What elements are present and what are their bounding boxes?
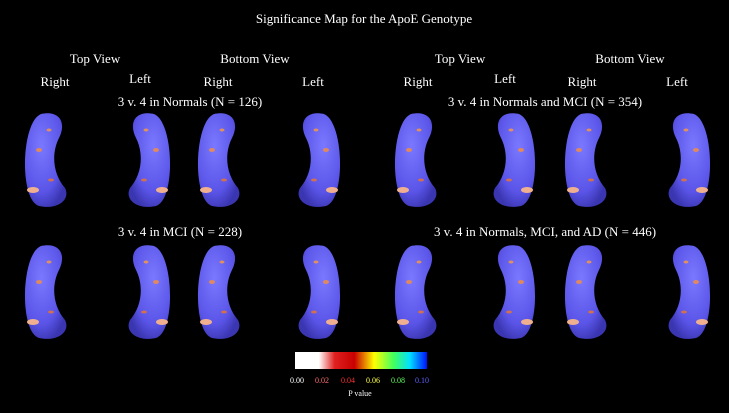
view-header: Top View <box>435 51 486 66</box>
colorbar-label: P value <box>348 389 372 398</box>
panel-title: 3 v. 4 in MCI (N = 228) <box>118 224 242 239</box>
panel-title: 3 v. 4 in Normals and MCI (N = 354) <box>448 94 642 109</box>
hippocampus <box>197 245 240 339</box>
colorbar-tick: 0.02 <box>315 376 329 385</box>
hippocampus <box>564 245 607 339</box>
colorbar-tick: 0.06 <box>366 376 380 385</box>
hippocampus <box>394 245 437 339</box>
hippocampus <box>24 245 67 339</box>
side-label: Left <box>302 74 324 89</box>
hippocampus <box>298 113 341 207</box>
colorbar-tick: 0.04 <box>341 376 355 385</box>
panel-title: 3 v. 4 in Normals (N = 126) <box>118 94 262 109</box>
side-label: Right <box>204 74 233 89</box>
hippocampus <box>394 113 437 207</box>
side-label: Right <box>568 74 597 89</box>
colorbar <box>295 352 427 369</box>
view-header: Top View <box>70 51 121 66</box>
colorbar-tick: 0.08 <box>391 376 405 385</box>
view-header: Bottom View <box>220 51 290 66</box>
colorbar-tick: 0.00 <box>290 376 304 385</box>
hippocampus <box>128 113 171 207</box>
title: Significance Map for the ApoE Genotype <box>256 11 472 26</box>
hippocampus <box>668 113 711 207</box>
side-label: Left <box>129 71 151 86</box>
side-label: Right <box>41 74 70 89</box>
side-label: Right <box>404 74 433 89</box>
hippocampus <box>24 113 67 207</box>
view-header: Bottom View <box>595 51 665 66</box>
hippocampus <box>128 245 171 339</box>
hippocampus <box>197 113 240 207</box>
hippocampus <box>564 113 607 207</box>
side-label: Left <box>666 74 688 89</box>
hippocampus <box>668 245 711 339</box>
panel-title: 3 v. 4 in Normals, MCI, and AD (N = 446) <box>434 224 656 239</box>
colorbar-tick: 0.10 <box>415 376 429 385</box>
hippocampus <box>298 245 341 339</box>
hippocampus <box>493 245 536 339</box>
hippocampus <box>493 113 536 207</box>
side-label: Left <box>494 71 516 86</box>
